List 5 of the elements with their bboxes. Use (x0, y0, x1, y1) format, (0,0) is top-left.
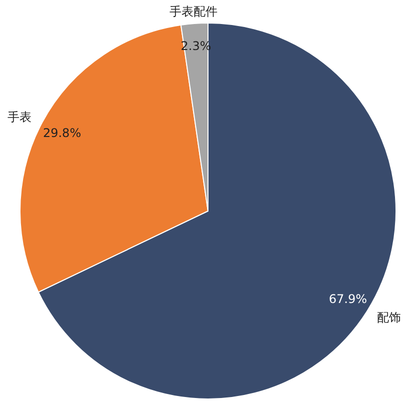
slice-label: 配饰 (377, 310, 402, 325)
data-label: 29.8% (42, 126, 82, 140)
data-label: 67.9% (328, 292, 368, 306)
slice-label: 手表 (8, 110, 32, 124)
slice-label: 手表配件 (170, 4, 218, 19)
